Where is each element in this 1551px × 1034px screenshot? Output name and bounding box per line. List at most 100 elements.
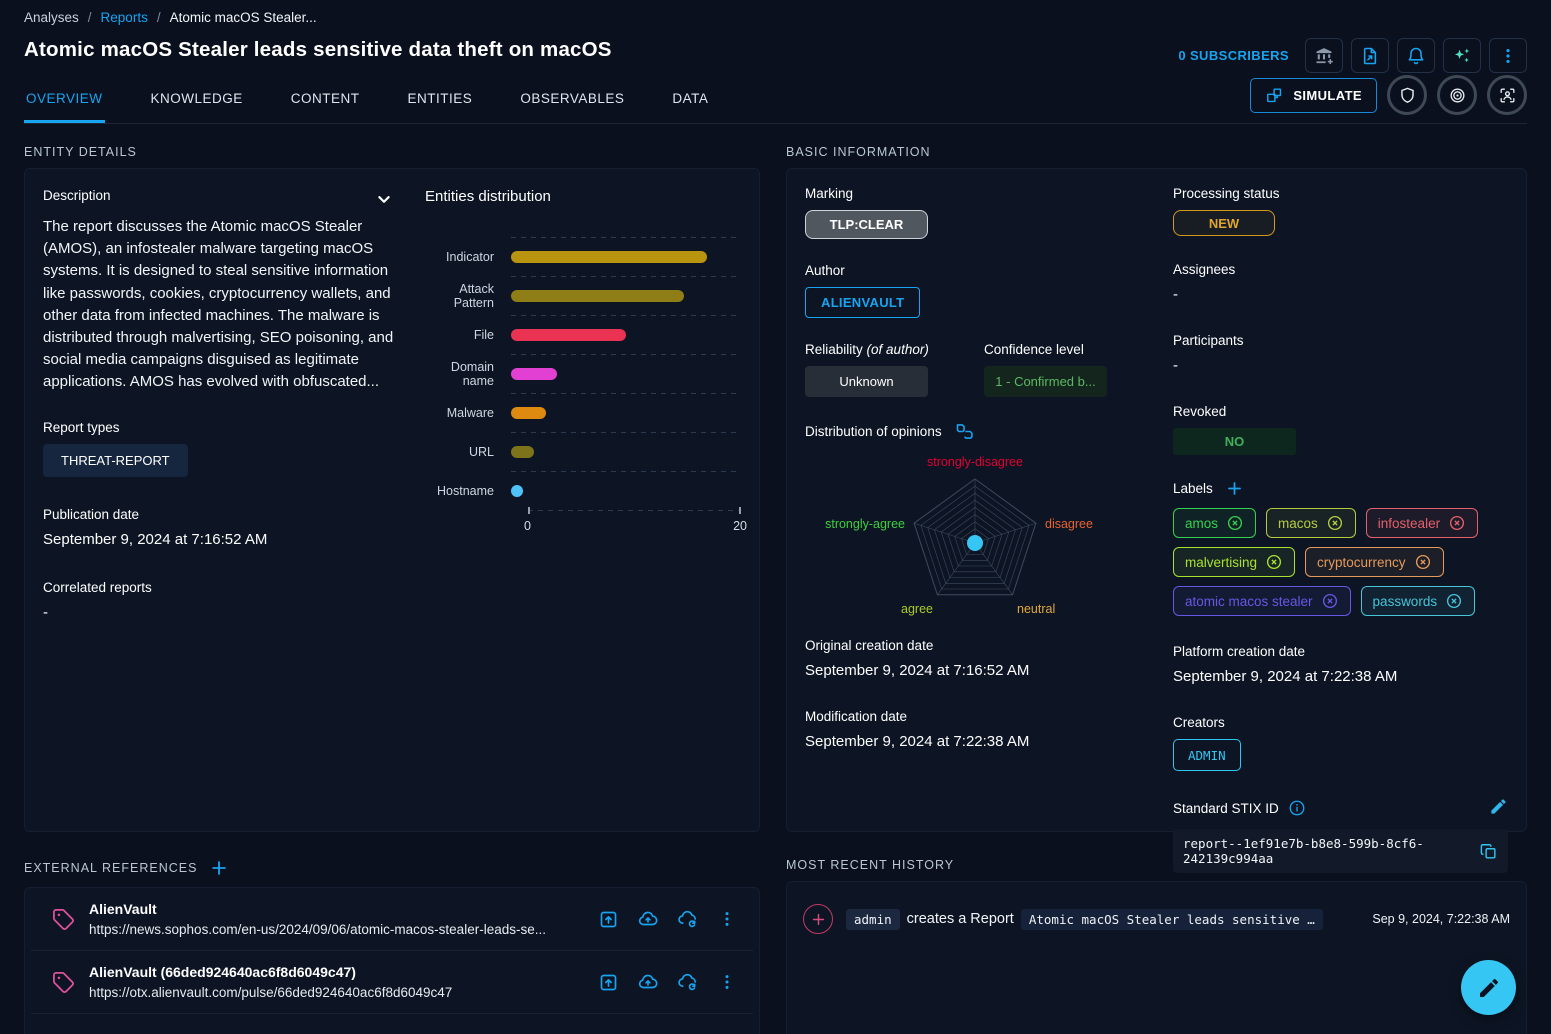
- add-label-button[interactable]: [1225, 479, 1244, 498]
- tab-overview[interactable]: OVERVIEW: [24, 78, 105, 123]
- remove-label-icon[interactable]: [1326, 514, 1344, 532]
- tag-icon: [41, 907, 85, 932]
- page-title: Atomic macOS Stealer leads sensitive dat…: [24, 38, 612, 61]
- page-header: Analyses / Reports / Atomic macOS Steale…: [0, 0, 1551, 124]
- history-action-text: creates a Report: [906, 911, 1014, 927]
- original-creation-date-label: Original creation date: [805, 638, 934, 653]
- tab-observables[interactable]: OBSERVABLES: [518, 78, 626, 123]
- entities-distribution-title: Entities distribution: [425, 188, 551, 205]
- edit-report-fab[interactable]: [1461, 960, 1516, 1015]
- label-chip[interactable]: malvertising: [1173, 547, 1296, 577]
- creator-chip[interactable]: ADMIN: [1173, 739, 1241, 771]
- opinions-label: Distribution of opinions: [805, 424, 942, 439]
- remove-label-icon[interactable]: [1448, 514, 1466, 532]
- persona-scan-gauge-button[interactable]: [1487, 75, 1527, 115]
- label-chip[interactable]: amos: [1173, 508, 1257, 538]
- marking-chip: TLP:CLEAR: [805, 210, 928, 239]
- remove-label-icon[interactable]: [1445, 592, 1463, 610]
- kebab-icon: [717, 972, 737, 992]
- x-axis: 0 20: [524, 507, 747, 536]
- target-gauge-button[interactable]: [1437, 75, 1477, 115]
- tab-knowledge[interactable]: KNOWLEDGE: [149, 78, 245, 123]
- description-column: Description The report discusses the Ato…: [43, 186, 395, 814]
- remove-label-icon[interactable]: [1265, 553, 1283, 571]
- external-reference-row[interactable]: AlienVault (66ded924640ac6f8d6049c47) ht…: [31, 951, 753, 1014]
- tab-actions: SIMULATE: [1250, 75, 1527, 123]
- add-external-reference-button[interactable]: [209, 858, 229, 878]
- description-expand-button[interactable]: [373, 188, 395, 210]
- bar-category-label: URL: [468, 444, 494, 459]
- tab-data[interactable]: DATA: [670, 78, 710, 123]
- simulate-button[interactable]: SIMULATE: [1250, 77, 1377, 113]
- reference-name: AlienVault: [89, 901, 157, 917]
- export-file-button[interactable]: [1351, 38, 1389, 73]
- processing-status-chip: NEW: [1173, 210, 1275, 236]
- label-chip[interactable]: cryptocurrency: [1305, 547, 1444, 577]
- labels-list: amos macos infostealer malvertising cryptocu…: [1173, 508, 1508, 616]
- upload-file-button[interactable]: [631, 965, 665, 999]
- shield-gauge-button[interactable]: [1387, 75, 1427, 115]
- radar-axis-label: strongly-agree: [825, 517, 905, 531]
- bar-category-label: Malware: [446, 405, 494, 420]
- remove-label-icon[interactable]: [1226, 514, 1244, 532]
- reference-more-button[interactable]: [711, 903, 743, 935]
- sparkles-icon: [1452, 46, 1472, 66]
- marking-label: Marking: [805, 186, 854, 201]
- external-references-heading: EXTERNAL REFERENCES: [24, 858, 760, 878]
- breadcrumb: Analyses / Reports / Atomic macOS Steale…: [24, 10, 1527, 25]
- history-panel: admin creates a Report Atomic macOS Stea…: [786, 881, 1527, 1034]
- sync-reference-button[interactable]: [671, 902, 705, 936]
- remove-label-icon[interactable]: [1414, 553, 1432, 571]
- processing-status-label: Processing status: [1173, 186, 1280, 201]
- tab-content[interactable]: CONTENT: [289, 78, 362, 123]
- subscribers-link[interactable]: 0 SUBSCRIBERS: [1178, 48, 1289, 63]
- bullseye-icon: [1448, 86, 1467, 105]
- open-external-button[interactable]: [592, 966, 625, 999]
- ai-assistant-button[interactable]: [1443, 38, 1481, 73]
- basic-information-heading: BASIC INFORMATION: [786, 145, 931, 159]
- add-opinion-button[interactable]: [954, 421, 975, 442]
- open-external-button[interactable]: [592, 903, 625, 936]
- reference-more-button[interactable]: [711, 966, 743, 998]
- notifications-button[interactable]: [1397, 38, 1435, 73]
- publication-date-label: Publication date: [43, 506, 140, 522]
- info-icon[interactable]: [1288, 799, 1306, 817]
- label-chip[interactable]: atomic macos stealer: [1173, 586, 1351, 616]
- label-chip[interactable]: macos: [1266, 508, 1356, 538]
- entity-details-panel: Description The report discusses the Ato…: [24, 168, 760, 832]
- entities-distribution-chart: Indicator Attack Pattern File Domain name Ma…: [425, 237, 747, 536]
- bar: [511, 250, 707, 263]
- breadcrumb-analyses[interactable]: Analyses: [24, 10, 79, 25]
- basic-information-panel: Marking TLP:CLEAR Author ALIENVAULT Reli…: [786, 168, 1527, 873]
- external-reference-row[interactable]: AlienVault https://news.sophos.com/en-us…: [31, 888, 753, 951]
- bar: [511, 289, 684, 302]
- bar-plot-area: [511, 432, 741, 471]
- bar-row: File: [425, 315, 741, 354]
- sync-reference-button[interactable]: [671, 965, 705, 999]
- bar-plot-area: [511, 354, 741, 393]
- correlated-reports-label: Correlated reports: [43, 579, 152, 595]
- copy-stix-id-button[interactable]: [1479, 842, 1498, 861]
- author-chip[interactable]: ALIENVAULT: [805, 287, 921, 318]
- breadcrumb-reports[interactable]: Reports: [100, 10, 148, 25]
- description-label: Description: [43, 188, 111, 203]
- report-types-label: Report types: [43, 419, 120, 435]
- edit-stix-id-button[interactable]: [1489, 797, 1508, 816]
- radar-axis-label: disagree: [1045, 517, 1093, 531]
- bar-plot-area: [511, 237, 741, 276]
- file-export-icon: [1360, 46, 1380, 66]
- history-row: admin creates a Report Atomic macOS Stea…: [803, 892, 1510, 946]
- tab-entities[interactable]: ENTITIES: [406, 78, 475, 123]
- more-options-button[interactable]: [1489, 38, 1527, 73]
- enroll-organization-button[interactable]: [1305, 38, 1343, 73]
- label-chip[interactable]: infostealer: [1365, 508, 1479, 538]
- entity-details-heading: ENTITY DETAILS: [24, 145, 137, 159]
- history-target-chip[interactable]: Atomic macOS Stealer leads sensitive …: [1020, 908, 1323, 930]
- remove-label-icon[interactable]: [1321, 592, 1339, 610]
- create-event-icon: [803, 904, 833, 934]
- bar-plot-area: [511, 393, 741, 432]
- label-chip[interactable]: passwords: [1360, 586, 1476, 616]
- upload-file-button[interactable]: [631, 902, 665, 936]
- bar: [511, 445, 534, 458]
- bar-plot-area: [511, 471, 741, 510]
